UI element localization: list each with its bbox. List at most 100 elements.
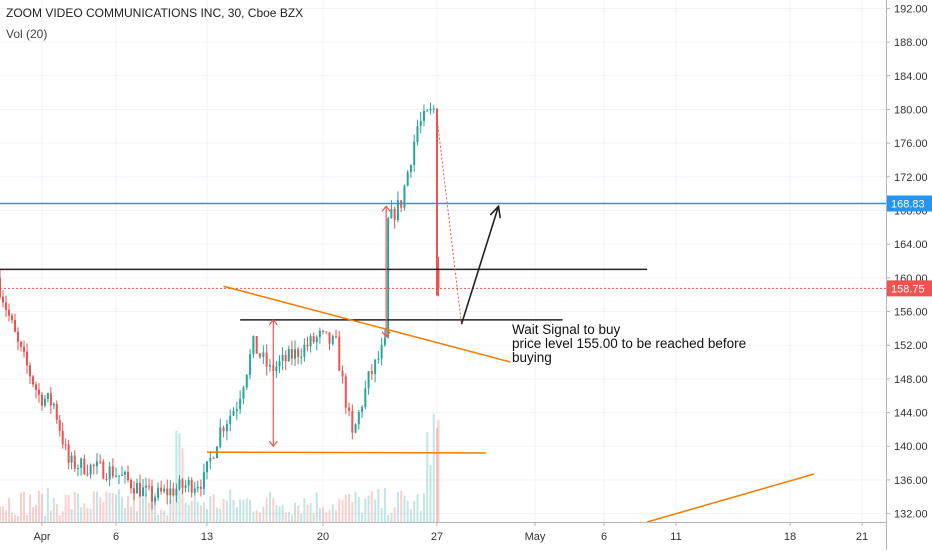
volume-bar xyxy=(142,497,144,522)
volume-bar xyxy=(259,512,262,522)
candle-body xyxy=(393,208,396,221)
price-badge xyxy=(887,280,932,297)
candle-body xyxy=(275,366,278,372)
buy-arrow xyxy=(460,206,500,325)
candle-body xyxy=(70,455,73,463)
candle-body xyxy=(206,461,208,473)
candle-body xyxy=(17,331,19,342)
candle-body xyxy=(172,488,175,496)
candle-body xyxy=(80,458,83,469)
candle-body xyxy=(108,466,111,480)
candle-body xyxy=(115,475,117,477)
volume-bar xyxy=(278,506,281,522)
candle-body xyxy=(26,351,28,366)
volume-bar xyxy=(262,506,265,522)
candle-body xyxy=(322,330,324,332)
volume-bar xyxy=(121,496,123,522)
candle-body xyxy=(0,277,1,297)
trendline xyxy=(646,473,815,523)
time-tick-label: May xyxy=(525,531,546,543)
volume-bar xyxy=(380,507,383,522)
price-tick-label: 176.00 xyxy=(894,138,928,150)
price-tick-label: 192.00 xyxy=(894,3,928,15)
volume-bar xyxy=(70,509,73,522)
candle-body xyxy=(232,411,235,416)
candle-body xyxy=(175,488,178,496)
candle-body xyxy=(160,487,163,492)
candle-body xyxy=(364,388,367,408)
volume-bar xyxy=(187,505,190,522)
volume-bar xyxy=(239,499,242,522)
candle-body xyxy=(268,364,271,367)
volume-bar xyxy=(351,502,354,522)
projection-line xyxy=(436,117,462,325)
candle-body xyxy=(239,398,242,410)
volume-bar xyxy=(432,413,435,522)
candle-body xyxy=(383,337,386,346)
time-tick-label: Apr xyxy=(33,531,50,543)
candle-body xyxy=(58,419,61,431)
candle-body xyxy=(374,359,377,374)
time-tick-label: 27 xyxy=(431,531,443,543)
candle-body xyxy=(403,185,406,208)
volume-bar xyxy=(436,428,438,522)
volume-bar xyxy=(294,502,297,522)
volume-bar xyxy=(86,507,89,522)
volume-bar xyxy=(46,488,49,522)
candle-body xyxy=(387,218,390,338)
volume-bar xyxy=(406,500,409,522)
candle-body xyxy=(265,352,268,367)
candle-body xyxy=(209,457,212,462)
candle-body xyxy=(133,488,135,494)
candle-body xyxy=(281,354,284,362)
volume-bar xyxy=(361,512,364,522)
candle-body xyxy=(105,478,108,480)
price-tick-label: 132.00 xyxy=(894,509,928,521)
volume-bar xyxy=(169,499,172,522)
volume-bar xyxy=(325,512,328,522)
volume-bar xyxy=(14,514,16,522)
volume-bar xyxy=(242,499,245,522)
symbol-title: ZOOM VIDEO COMMUNICATIONS INC, 30, Cboe … xyxy=(6,6,304,20)
volume-bar xyxy=(225,500,228,522)
volume-bar xyxy=(383,488,386,522)
volume-bar xyxy=(357,496,360,522)
volume-bar xyxy=(67,494,70,522)
volume-bar xyxy=(92,491,95,522)
price-tick-label: 188.00 xyxy=(894,37,928,49)
candle-body xyxy=(287,349,290,362)
volume-bar xyxy=(367,495,370,522)
candle-body xyxy=(29,365,31,377)
volume-bar xyxy=(157,514,160,522)
candle-body xyxy=(284,354,287,362)
volume-bar xyxy=(396,492,399,522)
candle-body xyxy=(121,474,123,476)
candle-body xyxy=(370,371,373,374)
volume-bar xyxy=(255,510,258,522)
volume-bar xyxy=(52,498,55,522)
volume-bar xyxy=(99,497,102,522)
volume-bar xyxy=(322,507,324,522)
volume-bar xyxy=(133,491,135,522)
volume-bar xyxy=(393,507,396,522)
candle-body xyxy=(5,302,7,310)
volume-bar xyxy=(199,505,202,522)
candle-body xyxy=(14,320,16,332)
candle-body xyxy=(429,108,432,111)
candle-body xyxy=(219,427,222,447)
measure-arrow-head xyxy=(381,205,391,212)
candle-body xyxy=(8,309,10,316)
candle-body xyxy=(151,486,153,502)
volume-bar xyxy=(281,504,284,522)
candle-body xyxy=(409,165,412,173)
candle-body xyxy=(73,455,76,469)
volume-bar xyxy=(219,508,222,522)
volume-bar xyxy=(303,498,306,522)
volume-bar xyxy=(387,514,390,522)
candle-body xyxy=(212,457,215,459)
volume-bar xyxy=(55,504,58,522)
volume-bar xyxy=(148,502,150,522)
candle-body xyxy=(136,483,138,494)
